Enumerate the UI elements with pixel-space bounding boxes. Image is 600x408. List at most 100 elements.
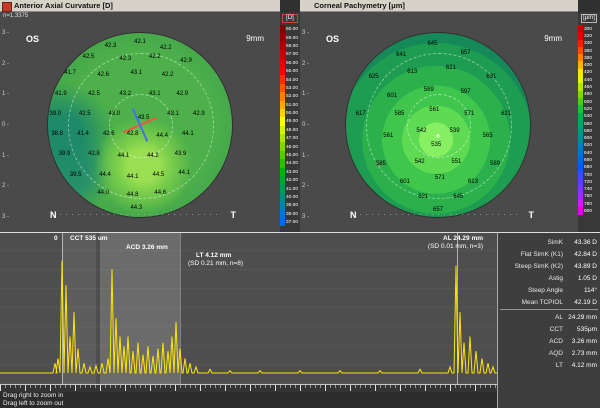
scale-value: 54.00: [286, 77, 299, 82]
scale-row: 320: [578, 32, 600, 40]
map-value-label: 42.3: [119, 55, 132, 62]
map-value-label: 44.4: [99, 171, 111, 178]
map-value-label: 41.9: [55, 90, 67, 97]
map-value-label: 585: [394, 110, 405, 117]
map-value-label: 42.2: [148, 53, 161, 60]
scale-value: 560: [584, 121, 593, 126]
scale-value: 60.00: [286, 26, 299, 32]
scale-row: 49.00: [280, 117, 300, 126]
map-value-label: 42.6: [97, 72, 110, 79]
scale-row: 340: [578, 39, 600, 47]
zoom-hint-bar: Drag right to zoom in Drag left to zoom …: [0, 392, 497, 408]
scale-color-swatch: [578, 141, 583, 150]
pachymetry-map[interactable]: + 645 641 657 625 613 621 631 601 589 597 617 585 56…: [346, 33, 530, 217]
scale-color-swatch: [578, 97, 583, 106]
scale-value: 300: [584, 26, 593, 32]
scale-row: 680: [578, 163, 600, 171]
ruler-tick-label: 0 -: [2, 122, 10, 128]
pachymetry-panel-header: Corneal Pachymetry [μm]: [300, 0, 578, 12]
ruler-tick-label: 2 -: [2, 183, 10, 190]
scale-row: 440: [578, 76, 600, 84]
scale-color-swatch: [578, 178, 583, 186]
result-label: SimK: [547, 238, 563, 246]
scale-row: 360: [578, 46, 600, 55]
map-value-label: 597: [460, 88, 471, 95]
result-value: 4.12 mm: [571, 361, 597, 369]
curvature-panel-title: Anterior Axial Curvature [D]: [14, 1, 113, 10]
result-row: SimK 43.36 D: [498, 236, 600, 248]
scale-row: 54.00: [280, 75, 300, 84]
map-value-label: 42.5: [82, 53, 95, 60]
result-label: ACD: [549, 337, 563, 345]
scale-row: 580: [578, 127, 600, 135]
map-value-label: 44.4: [156, 133, 168, 140]
map-value-label: 41.7: [64, 70, 76, 77]
map-value-label: 44.6: [154, 190, 167, 197]
curvature-color-scale: [D] 60.00 59.00 58.00 57.00 56.00 55.00 54.00 5…: [280, 12, 300, 232]
scale-color-swatch: [578, 54, 583, 62]
refractive-index-note: n=1.3375: [3, 13, 29, 19]
lt-sd-label: (SD 0.21 mm, n=8): [188, 260, 244, 267]
scale-value: 600: [584, 135, 593, 141]
map-value-label: 565: [482, 133, 493, 140]
scale-row: 46.00: [280, 142, 300, 151]
scale-row: 59.00: [280, 33, 300, 42]
ruler-major-ticks: [0, 385, 497, 391]
result-row: AQD 2.73 mm: [498, 347, 600, 359]
horizontal-ruler-right: [360, 214, 518, 215]
map-value-label: 42.6: [102, 131, 115, 138]
scale-value: 640: [584, 150, 593, 156]
map-value-label: 39.9: [58, 151, 71, 158]
scale-color-swatch: [280, 83, 285, 93]
ruler-tick-label: 0 -: [302, 122, 310, 128]
map-value-label: 561: [383, 133, 394, 140]
scale-value: 47.00: [286, 135, 299, 141]
result-label: LT: [555, 361, 563, 369]
zoom-out-hint: Drag left to zoom out: [3, 400, 64, 407]
map-value-label: 43.0: [108, 110, 121, 117]
scale-value: 580: [584, 128, 593, 134]
ruler-tick-label: 3 -: [302, 214, 310, 220]
a-scan-ruler: [0, 384, 497, 392]
ruler-tick-label: 1 -: [302, 91, 310, 98]
a-scan-waveform: [0, 260, 497, 374]
result-row: Astig 1.05 D: [498, 272, 600, 284]
ruler-tick-label: 1 -: [302, 152, 310, 159]
result-row: ACD 3.26 mm: [498, 335, 600, 347]
map-value-label: 645: [453, 193, 464, 200]
nasal-label-left: N: [50, 210, 57, 220]
scale-value: 38.00: [286, 211, 299, 217]
lens-gate-line[interactable]: [180, 233, 181, 384]
scale-row: 460: [578, 83, 600, 91]
scale-color-swatch: [578, 119, 583, 128]
curvature-map[interactable]: 42.3 42.1 42.2 42.5 42.3 42.2 42.9 41.7 42.6 43.1…: [48, 33, 232, 217]
pachymetry-scale-unit: [μm]: [581, 14, 597, 23]
map-value-label: 42.5: [88, 90, 100, 97]
map-value-label: 39.5: [69, 171, 82, 178]
map-value-label: 561: [429, 107, 440, 114]
scale-value: 680: [584, 164, 593, 170]
scale-color-swatch: [578, 156, 583, 164]
scale-value: 620: [584, 142, 593, 148]
scale-value: 52.00: [286, 93, 299, 99]
pachymetry-map-panel: OS 9mm 3 - 2 - 1 - 0 - 1 - 2 - 3 - + 645 641 657…: [300, 12, 578, 232]
scale-value: 50.00: [286, 110, 299, 116]
scale-color-swatch: [578, 68, 583, 77]
map-value-label: 42.9: [193, 110, 205, 117]
retina-gate-line[interactable]: [457, 233, 458, 384]
scale-color-swatch: [280, 134, 285, 143]
scale-value: 340: [584, 40, 593, 46]
scale-value: 760: [584, 194, 593, 199]
a-scan-plot[interactable]: 0 CCT 535 um ACD 3.26 mm LT 4.12 mm (SD …: [0, 232, 497, 384]
scale-color-swatch: [280, 150, 285, 160]
scale-row: 760: [578, 192, 600, 201]
scale-value: 53.00: [286, 85, 299, 91]
map-value-label: 657: [432, 206, 444, 213]
scale-color-swatch: [280, 33, 285, 42]
scale-value: 460: [584, 84, 593, 90]
ruler-tick-label: 1 -: [2, 152, 10, 159]
scale-color-swatch: [578, 25, 583, 33]
results-divider: [500, 309, 598, 310]
pachymetry-panel-title: Corneal Pachymetry [μm]: [314, 1, 405, 10]
scale-color-swatch: [578, 127, 583, 135]
